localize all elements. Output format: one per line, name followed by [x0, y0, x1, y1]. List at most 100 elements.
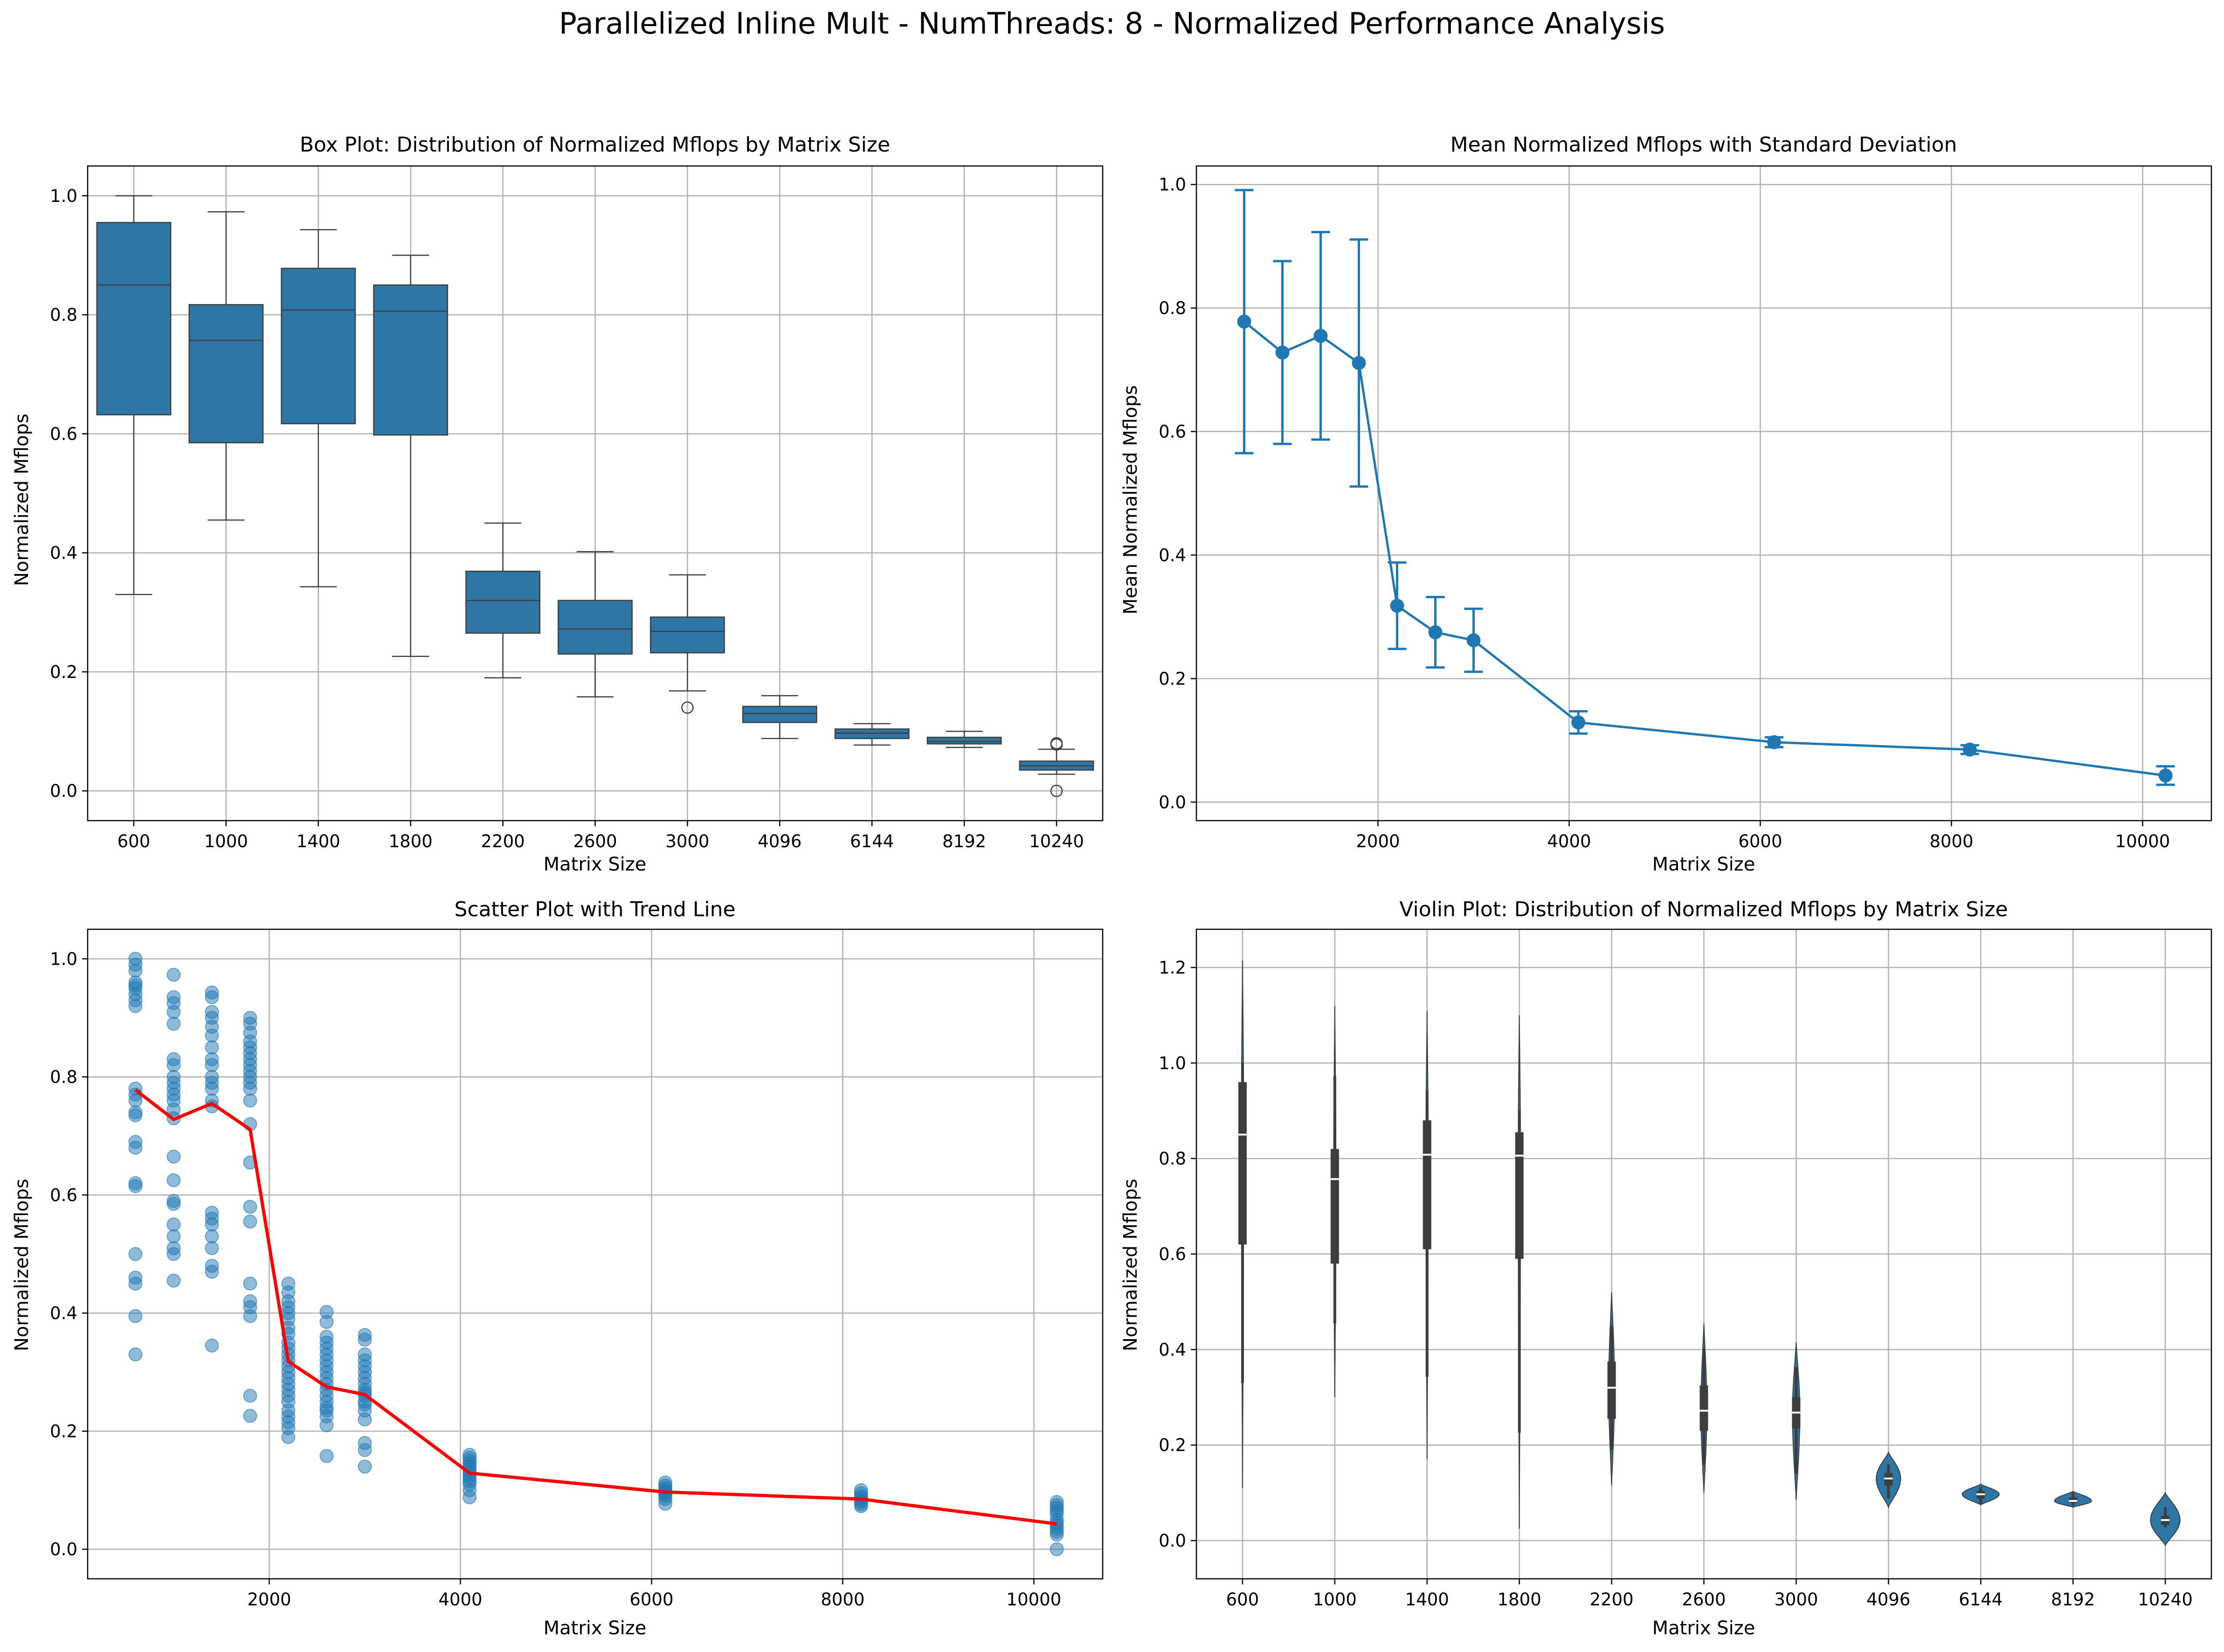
violin-x-tick-label: 1400 [1405, 1590, 1449, 1610]
scatter-y-tick-label: 0.0 [50, 1540, 77, 1560]
scatter-point [166, 1173, 181, 1188]
box-plot-y-axis-label: Normalized Mflops [11, 414, 33, 586]
mean-std-y-tick-label: 0.2 [1159, 669, 1186, 689]
violin-x-tick-label: 2600 [1682, 1590, 1726, 1610]
box-plot-y-tick-label: 0.0 [50, 781, 77, 801]
scatter-x-tick-label: 6000 [629, 1590, 673, 1610]
scatter-point [128, 1108, 143, 1122]
mean-point [1313, 329, 1328, 343]
mean-std-x-tick-label: 2000 [1356, 831, 1400, 851]
box-plot-x-tick-label: 1400 [297, 831, 340, 851]
mean-std-y-tick-label: 1.0 [1159, 175, 1186, 195]
scatter-point [166, 968, 181, 982]
box-plot-x-tick-label: 6144 [850, 831, 894, 851]
scatter-point [128, 999, 143, 1013]
scatter-point [166, 1196, 181, 1211]
violin-x-tick-label: 600 [1226, 1590, 1259, 1610]
violin-y-tick-label: 0.4 [1159, 1340, 1186, 1360]
mean-std-panel: Mean Normalized Mflops with Standard Dev… [1120, 133, 2212, 875]
mean-std-y-axis-label: Mean Normalized Mflops [1120, 385, 1141, 615]
mean-point [1466, 633, 1481, 648]
scatter-x-axis-label: Matrix Size [544, 1617, 647, 1639]
violin-y-tick-label: 0.2 [1159, 1435, 1186, 1455]
scatter-point [243, 1214, 257, 1229]
box-plot-x-axis-label: Matrix Size [544, 854, 647, 875]
violin-x-tick-label: 3000 [1774, 1590, 1818, 1610]
box-plot-y-tick-label: 0.4 [50, 543, 77, 563]
box-plot-x-tick-label: 10240 [1029, 831, 1084, 851]
box-plot-title: Box Plot: Distribution of Normalized Mfl… [300, 133, 890, 157]
scatter-point [358, 1333, 372, 1347]
trend-line [134, 1088, 1057, 1526]
violin-x-tick-label: 1800 [1498, 1590, 1541, 1610]
scatter-x-tick-label: 2000 [247, 1590, 291, 1610]
violin-x-tick-label: 10240 [2138, 1590, 2193, 1610]
scatter-y-tick-label: 0.8 [50, 1067, 77, 1087]
scatter-x-tick-label: 4000 [438, 1590, 482, 1610]
scatter-point [243, 1200, 257, 1214]
box-plot-x-tick-label: 3000 [665, 831, 709, 851]
mean-point [1275, 346, 1290, 360]
scatter-point [243, 1309, 257, 1323]
scatter-point [281, 1430, 296, 1445]
scatter-x-tick-label: 10000 [1007, 1590, 1062, 1610]
violin-y-tick-label: 1.2 [1159, 958, 1186, 978]
scatter-point [128, 963, 143, 978]
box-plot-x-tick-label: 2600 [573, 831, 617, 851]
box-iqr [926, 737, 1002, 745]
scatter-point [166, 1149, 181, 1164]
scatter-point [319, 1315, 334, 1329]
scatter-point [463, 1490, 477, 1505]
mean-std-axes-frame [1195, 165, 2212, 822]
mean-point [1237, 314, 1251, 329]
scatter-point [128, 1093, 143, 1108]
violin-y-tick-label: 1.0 [1159, 1053, 1186, 1073]
mean-point [2158, 768, 2173, 783]
box-plot-y-tick-label: 0.2 [50, 662, 77, 682]
box-iqr [558, 600, 633, 655]
scatter-point [166, 1005, 181, 1019]
violin-iqr-bar [1330, 1149, 1339, 1264]
box-iqr [373, 284, 449, 436]
mean-std-x-axis-label: Matrix Size [1652, 854, 1755, 875]
violin-axes-frame [1195, 928, 2212, 1580]
scatter-point [205, 1081, 219, 1096]
scatter-point [1050, 1528, 1064, 1542]
scatter-point [243, 1389, 257, 1403]
scatter-point [205, 1040, 219, 1055]
scatter-point [854, 1499, 868, 1514]
mean-point [1352, 356, 1366, 370]
box-iqr [188, 304, 264, 443]
box-plot-y-tick-label: 1.0 [50, 186, 77, 206]
mean-std-x-tick-label: 6000 [1738, 831, 1782, 851]
scatter-panel: Scatter Plot with Trend Line Matrix Size… [11, 898, 1104, 1639]
scatter-point [205, 1338, 219, 1353]
box-plot-x-tick-label: 2200 [481, 831, 525, 851]
mean-std-title: Mean Normalized Mflops with Standard Dev… [1450, 133, 1957, 157]
scatter-point [128, 1247, 143, 1261]
scatter-point [205, 1217, 219, 1232]
violin-title: Violin Plot: Distribution of Normalized … [1399, 898, 2008, 921]
scatter-point [166, 1273, 181, 1288]
scatter-point [166, 1247, 181, 1261]
scatter-axes-frame [87, 928, 1104, 1580]
scatter-point [319, 1449, 334, 1463]
box-plot-x-tick-label: 1800 [389, 831, 433, 851]
scatter-point [166, 1016, 181, 1031]
violin-x-tick-label: 2200 [1590, 1590, 1634, 1610]
box-plot-y-tick-label: 0.8 [50, 305, 77, 325]
violin-x-tick-label: 6144 [1959, 1590, 2003, 1610]
mean-point [1962, 742, 1977, 757]
violin-iqr-bar [1423, 1120, 1431, 1250]
scatter-x-tick-label: 8000 [821, 1590, 864, 1610]
scatter-point [205, 1229, 219, 1244]
scatter-point [1050, 1542, 1064, 1556]
box-iqr [834, 728, 910, 740]
mean-point [1571, 715, 1586, 730]
box-plot-x-tick-label: 1000 [204, 831, 248, 851]
scatter-y-tick-label: 0.4 [50, 1303, 77, 1323]
box-iqr [649, 616, 725, 654]
scatter-point [243, 1093, 257, 1108]
box-plot-panel: Box Plot: Distribution of Normalized Mfl… [11, 133, 1104, 875]
